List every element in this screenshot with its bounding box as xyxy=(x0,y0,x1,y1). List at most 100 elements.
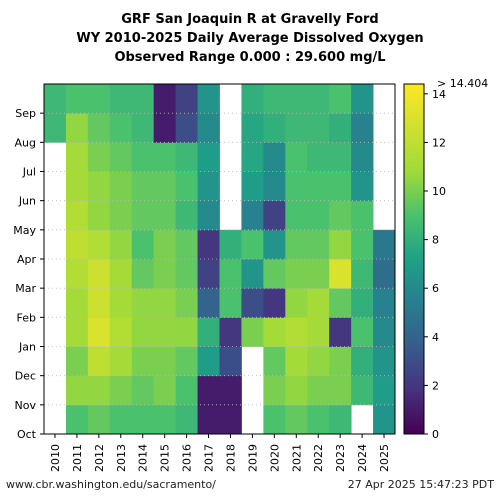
heat-cell xyxy=(87,142,111,172)
heat-cell xyxy=(153,404,177,435)
month-tick-label: Jul xyxy=(22,166,36,179)
heat-cell xyxy=(153,200,177,231)
heat-cell xyxy=(263,288,286,318)
heat-cell xyxy=(87,404,111,435)
heat-cell xyxy=(219,288,242,318)
heat-cell xyxy=(175,200,198,231)
heat-cell xyxy=(219,346,242,377)
heat-cell xyxy=(329,142,352,172)
heat-cell xyxy=(131,259,155,289)
heat-cell xyxy=(87,346,111,377)
heat-cell xyxy=(307,84,330,114)
chart-title-range: Observed Range 0.000 : 29.600 mg/L xyxy=(114,50,386,65)
heat-cell xyxy=(329,288,352,318)
chart-title-site: GRF San Joaquin R at Gravelly Ford xyxy=(121,12,379,27)
heat-cell xyxy=(197,200,220,231)
year-tick-label: 2025 xyxy=(378,444,391,472)
footer-timestamp: 27 Apr 2025 15:47:23 PDT xyxy=(347,478,494,491)
heat-cell xyxy=(175,142,198,172)
heat-cell xyxy=(65,171,89,202)
heat-cell xyxy=(175,84,198,114)
colorbar-tick-label: 4 xyxy=(432,331,439,344)
year-tick-label: 2017 xyxy=(203,444,216,472)
heat-cell xyxy=(241,113,264,143)
heat-cell xyxy=(87,317,111,347)
heat-cell xyxy=(329,375,352,406)
heat-cell xyxy=(87,200,111,231)
heat-cell xyxy=(351,142,374,172)
heat-cell xyxy=(285,113,308,143)
heat-cell xyxy=(285,346,308,377)
colorbar-top-label: > 14.404 xyxy=(437,77,488,90)
colorbar-tick-label: 6 xyxy=(432,282,439,295)
year-tick-label: 2012 xyxy=(93,444,106,472)
heat-cell xyxy=(307,171,330,202)
heat-cell xyxy=(219,375,242,406)
heat-cell xyxy=(175,229,198,260)
heat-cell xyxy=(131,171,155,202)
heat-cell xyxy=(131,375,155,406)
heat-cell xyxy=(329,171,352,202)
heat-cell xyxy=(65,142,89,172)
heat-cell xyxy=(153,259,177,289)
heat-cell xyxy=(263,113,286,143)
heat-cell xyxy=(109,200,133,231)
heat-cell xyxy=(329,259,352,289)
heat-cell xyxy=(285,317,308,347)
heat-cell xyxy=(131,113,155,143)
heat-cell xyxy=(329,346,352,377)
heat-cell xyxy=(197,346,220,377)
heat-cell xyxy=(263,200,286,231)
colorbar xyxy=(403,83,425,435)
heat-cell xyxy=(153,84,177,114)
heat-cell xyxy=(263,404,286,435)
footer-url: www.cbr.washington.edu/sacramento/ xyxy=(6,478,216,491)
heat-cell xyxy=(131,346,155,377)
heat-cell xyxy=(131,317,155,347)
heat-cell xyxy=(285,229,308,260)
heat-cell xyxy=(153,171,177,202)
month-tick-label: Jan xyxy=(18,341,36,354)
heat-cell xyxy=(263,84,286,114)
heat-cell xyxy=(351,84,374,114)
year-tick-label: 2014 xyxy=(137,444,150,472)
chart-title-period: WY 2010-2025 Daily Average Dissolved Oxy… xyxy=(76,31,424,46)
heat-cell xyxy=(109,171,133,202)
heat-cell xyxy=(329,113,352,143)
heat-cell xyxy=(241,229,264,260)
heat-cell xyxy=(197,404,220,435)
heat-cell xyxy=(219,229,242,260)
heat-cell xyxy=(285,288,308,318)
heat-cell xyxy=(351,375,374,406)
heat-cell xyxy=(65,404,89,435)
month-axis: Oct Nov Dec Jan Feb Mar Apr May Jun Jul Aug Sep xyxy=(13,107,44,441)
heat-cell xyxy=(175,171,198,202)
heat-cell xyxy=(351,113,374,143)
heat-cell xyxy=(65,229,89,260)
heat-cell xyxy=(87,259,111,289)
heat-cell xyxy=(109,288,133,318)
heat-cell xyxy=(65,346,89,377)
heat-cell xyxy=(351,171,374,202)
heat-cell xyxy=(307,259,330,289)
heat-cell xyxy=(175,317,198,347)
heat-cell xyxy=(87,288,111,318)
heat-cell xyxy=(65,317,89,347)
heat-cell xyxy=(153,375,177,406)
heat-cell xyxy=(65,259,89,289)
year-tick-label: 2021 xyxy=(290,444,303,472)
heat-cell xyxy=(65,84,89,114)
water-year-axis: 2010 2011 2012 2013 2014 2015 2016 2017 2018 2019… xyxy=(49,434,391,472)
heat-cell xyxy=(241,288,264,318)
heat-cell xyxy=(351,317,374,347)
heat-cell xyxy=(175,113,198,143)
heat-cell xyxy=(307,346,330,377)
heat-cell xyxy=(263,171,286,202)
heat-cell xyxy=(219,404,242,435)
heat-cell xyxy=(87,171,111,202)
heat-cell xyxy=(175,346,198,377)
month-gridlines xyxy=(44,112,395,406)
heat-cell xyxy=(109,229,133,260)
heat-cell xyxy=(241,200,264,231)
heat-cell xyxy=(153,346,177,377)
